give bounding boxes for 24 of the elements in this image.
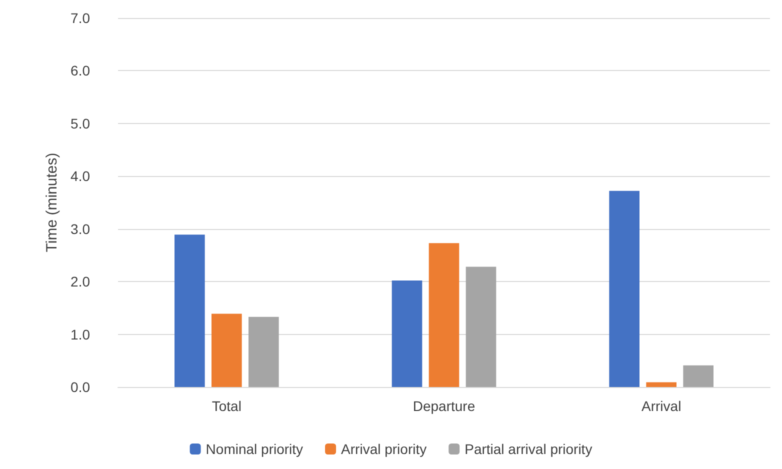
- bar: [174, 234, 205, 387]
- bar: [392, 280, 422, 387]
- y-tick-label: 3.0: [70, 220, 90, 237]
- x-tick-label: Departure: [412, 398, 476, 414]
- bar: [248, 316, 279, 387]
- bar: [212, 314, 242, 387]
- y-axis-title: Time (minutes): [44, 152, 61, 252]
- x-tick-label: Total: [212, 398, 242, 414]
- legend-label: Nominal priority: [206, 441, 304, 457]
- x-tick-label: Arrival: [641, 398, 682, 414]
- y-tick-label: 6.0: [70, 62, 90, 79]
- y-tick-label: 0.0: [70, 379, 90, 395]
- bar: [609, 190, 640, 387]
- y-tick-label: 7.0: [70, 10, 90, 26]
- bar: [428, 243, 460, 387]
- bar: [466, 266, 496, 387]
- legend-label: Arrival priority: [341, 441, 427, 457]
- y-tick-label: 5.0: [70, 115, 90, 132]
- bar: [646, 382, 676, 387]
- bar: [683, 365, 714, 387]
- y-tick-label: 4.0: [70, 168, 90, 184]
- legend-label: Partial arrival priority: [464, 441, 592, 457]
- y-tick-label: 2.0: [70, 274, 90, 290]
- y-tick-label: 1.0: [70, 326, 90, 342]
